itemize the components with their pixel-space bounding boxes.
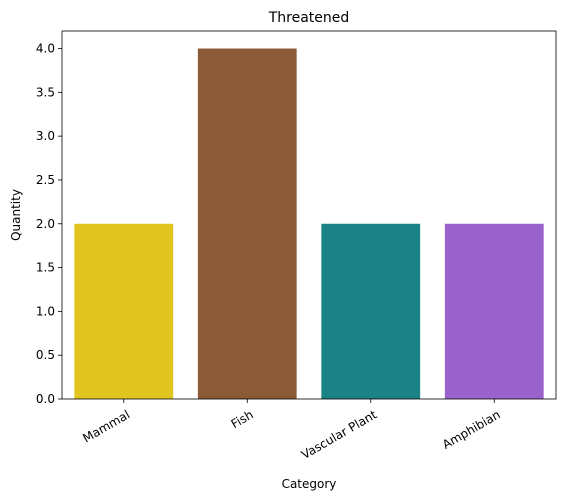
y-tick-label: 3.0 xyxy=(36,129,55,143)
y-tick-label: 0.0 xyxy=(36,392,55,406)
bar-vascular-plant xyxy=(321,223,421,399)
bar-mammal xyxy=(74,223,174,399)
plot-frame xyxy=(61,30,557,400)
bar-amphibian xyxy=(444,223,544,399)
x-axis-title: Category xyxy=(282,477,337,491)
x-tick-label: Amphibian xyxy=(440,407,503,451)
y-axis-ticks: 0.0 0.5 1.0 1.5 2.0 2.5 3.0 3.5 4.0 xyxy=(36,42,62,406)
y-tick-label: 1.0 xyxy=(36,304,55,318)
y-tick-label: 2.5 xyxy=(36,173,55,187)
y-tick-label: 3.5 xyxy=(36,85,55,99)
chart-title: Threatened xyxy=(268,10,350,26)
x-tick-label: Vascular Plant xyxy=(299,407,380,462)
y-tick-label: 1.5 xyxy=(36,261,55,275)
x-tick-label: Fish xyxy=(229,407,256,431)
y-tick-label: 0.5 xyxy=(36,348,55,362)
bars-group xyxy=(74,48,544,400)
x-tick-label: Mammal xyxy=(80,407,132,445)
bar-fish xyxy=(197,48,297,400)
y-axis-title: Quantity xyxy=(9,189,23,241)
x-axis-ticks: Mammal Fish Vascular Plant Amphibian xyxy=(80,399,503,462)
y-tick-label: 4.0 xyxy=(36,42,55,56)
y-tick-label: 2.0 xyxy=(36,217,55,231)
